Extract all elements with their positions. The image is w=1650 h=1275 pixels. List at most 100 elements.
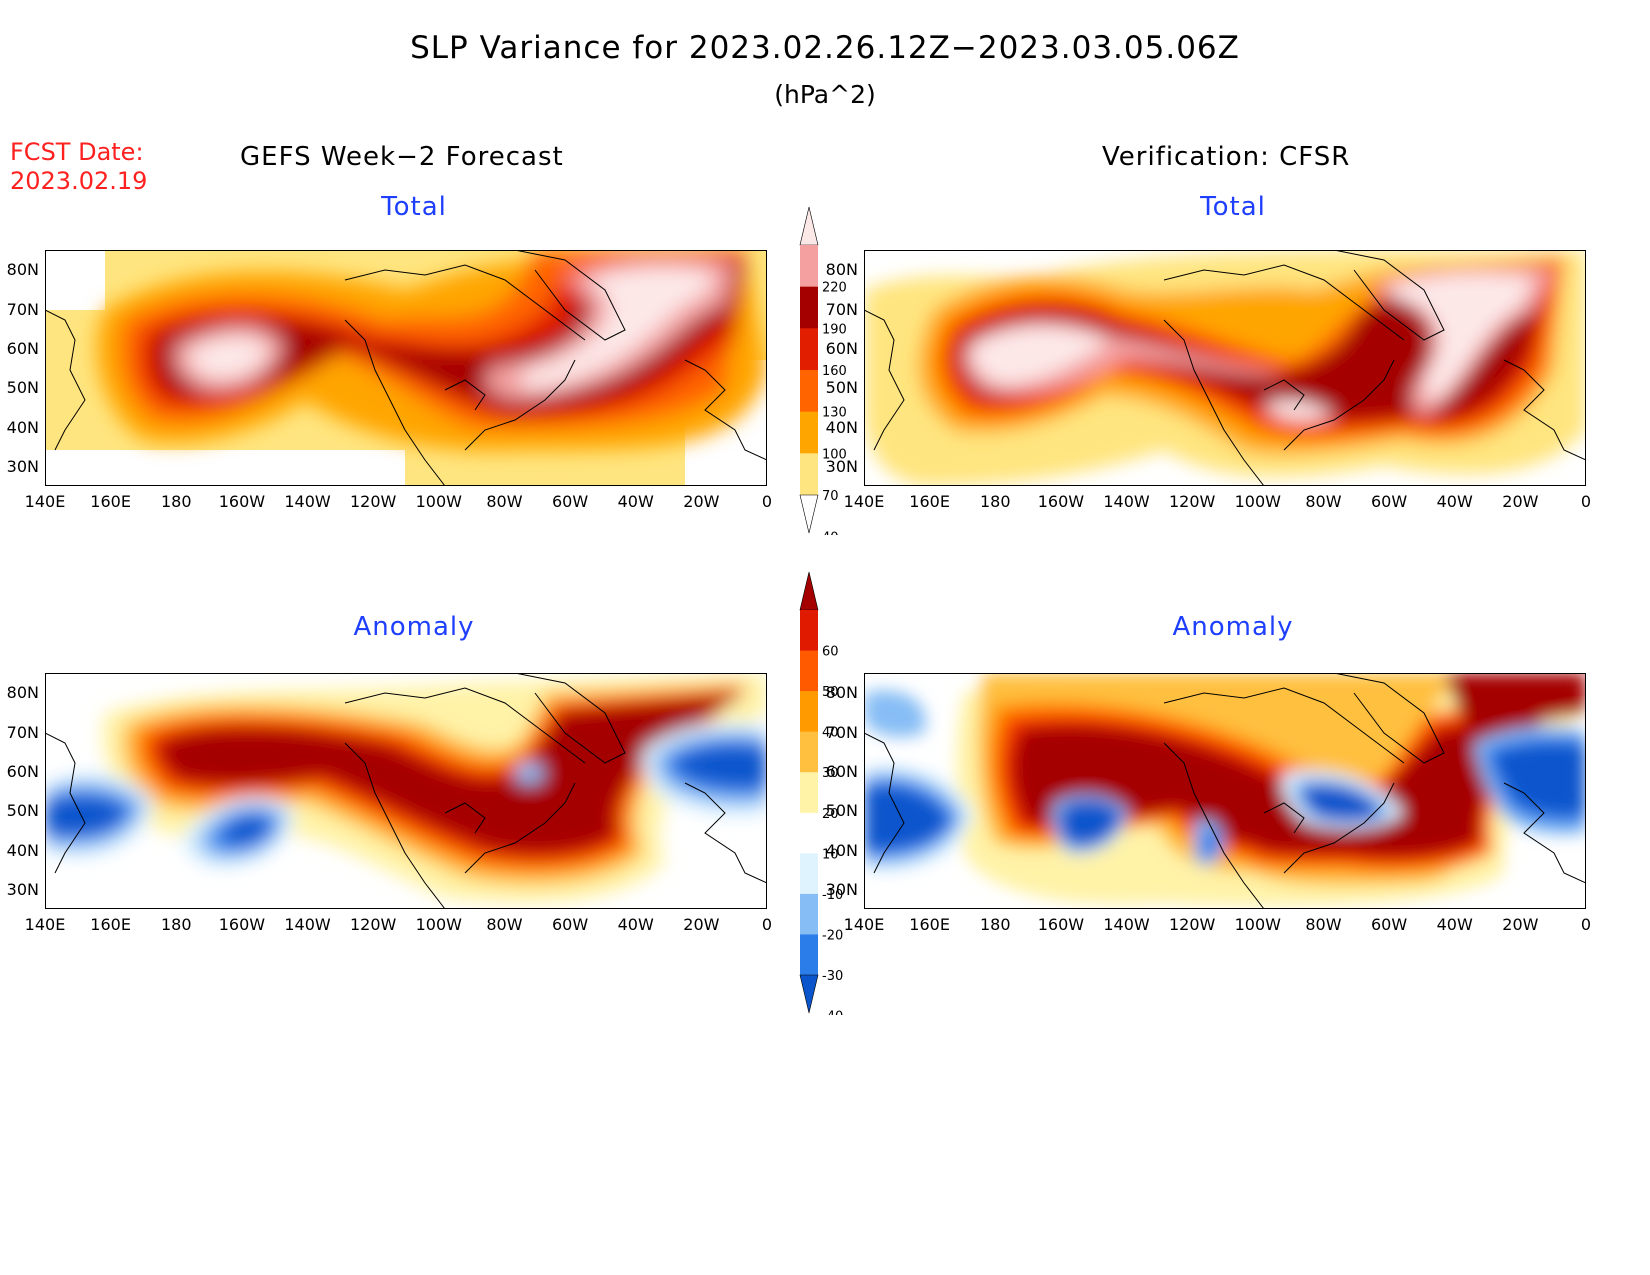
lon-label-forecast-total: 140W [284,492,331,511]
colorbar-total-level-label: 220 [822,281,847,296]
lon-label-verification-total: 140W [1103,492,1150,511]
lat-label-forecast-total: 30N [6,457,39,476]
lon-label-verification-total: 40W [1436,492,1473,511]
colorbar-anomaly-level-label: -10 [822,888,843,903]
lon-label-verification-total: 100W [1234,492,1281,511]
colorbar-total-swatch [800,370,818,413]
colorbar-anomaly-swatch [800,650,818,692]
lon-label-verification-anomaly: 180 [979,915,1011,934]
colorbar-anomaly-level-label: 20 [822,807,839,822]
colorbar-anomaly-swatch [800,772,818,814]
colorbar-anomaly-max-triangle [799,571,819,611]
page-title: SLP Variance for 2023.02.26.12Z−2023.03.… [410,30,1240,66]
lon-label-verification-total: 140E [843,492,885,511]
lon-label-verification-total: 160E [909,492,950,511]
lon-label-forecast-anomaly: 40W [617,915,654,934]
map-verification-total [864,250,1586,486]
lat-label-forecast-total: 40N [6,418,39,437]
lon-label-verification-anomaly: 80W [1305,915,1342,934]
lon-label-verification-total: 60W [1370,492,1408,511]
colorbar-anomaly-level-label: -20 [822,928,843,943]
lat-label-forecast-anomaly: 50N [6,801,39,820]
lat-label-forecast-anomaly: 80N [6,683,39,702]
lon-label-forecast-total: 100W [415,492,462,511]
lon-label-forecast-total: 160W [218,492,266,511]
colorbar-anomaly-swatch [800,934,818,976]
lat-label-forecast-anomaly: 70N [6,723,39,742]
colorbar-total-swatch [800,453,818,496]
colorbar-anomaly-swatch [800,853,818,895]
lon-label-verification-anomaly: 140W [1103,915,1150,934]
colorbar-total-swatch [800,411,818,454]
colorbar-anomaly-level-label: 30 [822,766,839,781]
forecast-date-block: FCST Date: 2023.02.19 [10,138,147,196]
lat-label-verification-anomaly: 30N [825,880,858,899]
lat-label-verification-anomaly: 70N [825,723,858,742]
lon-label-forecast-anomaly: 60W [551,915,589,934]
lon-label-forecast-total: 180 [160,492,192,511]
colorbar-total-level-label: 130 [822,406,847,421]
lon-label-verification-anomaly: 120W [1168,915,1216,934]
lon-label-verification-total: 180 [979,492,1011,511]
lon-label-verification-total: 160W [1037,492,1085,511]
lon-label-verification-total: 80W [1305,492,1342,511]
panel-title-verification-anomaly: Anomaly [1172,612,1294,642]
lat-label-forecast-anomaly: 40N [6,841,39,860]
colorbar-anomaly-level-label: 60 [822,645,839,660]
colorbar-anomaly-level-label: 50 [822,685,839,700]
lat-label-verification-total: 70N [825,300,858,319]
left-column-heading: GEFS Week−2 Forecast [240,142,564,172]
lon-label-forecast-total: 0 [761,492,773,511]
lat-label-verification-total: 30N [825,457,858,476]
lon-label-forecast-anomaly: 120W [349,915,397,934]
right-column-heading: Verification: CFSR [1102,142,1351,172]
lat-label-verification-anomaly: 40N [825,841,858,860]
panel-title-forecast-total: Total [381,192,447,222]
colorbar-anomaly-swatch [800,893,818,935]
lon-label-forecast-anomaly: 100W [415,915,462,934]
panel-title-verification-total: Total [1200,192,1266,222]
lat-label-forecast-anomaly: 60N [6,762,39,781]
lon-label-forecast-anomaly: 140E [24,915,66,934]
colorbar-anomaly-swatch [800,812,818,854]
lat-label-forecast-total: 50N [6,378,39,397]
lat-label-verification-anomaly: 60N [825,762,858,781]
colorbar-total-level-label: 190 [822,322,847,337]
map-verification-anomaly [864,673,1586,909]
map-forecast-anomaly [45,673,767,909]
lon-label-verification-anomaly: 100W [1234,915,1281,934]
lon-label-verification-anomaly: 40W [1436,915,1473,934]
colorbar-total-swatch [800,245,818,288]
colorbar-total-level-label: 160 [822,364,847,379]
lat-label-forecast-total: 70N [6,300,39,319]
lon-label-forecast-anomaly: 0 [761,915,773,934]
colorbar-anomaly-swatch [800,731,818,773]
lon-label-forecast-total: 80W [486,492,523,511]
colorbar-anomaly-swatch [800,691,818,733]
lat-label-verification-total: 60N [825,339,858,358]
lon-label-forecast-total: 40W [617,492,654,511]
colorbar-total-swatch [800,286,818,329]
lon-label-forecast-total: 20W [683,492,720,511]
lat-label-verification-anomaly: 80N [825,683,858,702]
lon-label-verification-total: 0 [1580,492,1592,511]
lon-label-forecast-anomaly: 140W [284,915,331,934]
colorbar-total: 40 70 100 130 160 190 220 [799,206,847,535]
colorbar-total-min-triangle [799,494,819,534]
forecast-date-label: FCST Date: [10,138,144,166]
lat-label-verification-total: 40N [825,418,858,437]
lon-label-verification-anomaly: 160W [1037,915,1085,934]
colorbar-total-level-label: 100 [822,447,847,462]
lat-label-forecast-total: 80N [6,260,39,279]
colorbar-total-swatch [800,328,818,371]
lon-label-forecast-anomaly: 180 [160,915,192,934]
lon-label-forecast-total: 140E [24,492,66,511]
panel-title-forecast-anomaly: Anomaly [353,612,475,642]
colorbar-anomaly-min-triangle [799,974,819,1014]
lat-label-forecast-total: 60N [6,339,39,358]
lon-label-forecast-anomaly: 80W [486,915,523,934]
unit-label: (hPa^2) [774,80,876,109]
lat-label-verification-total: 80N [825,260,858,279]
lon-label-verification-anomaly: 0 [1580,915,1592,934]
map-forecast-total [45,250,767,486]
